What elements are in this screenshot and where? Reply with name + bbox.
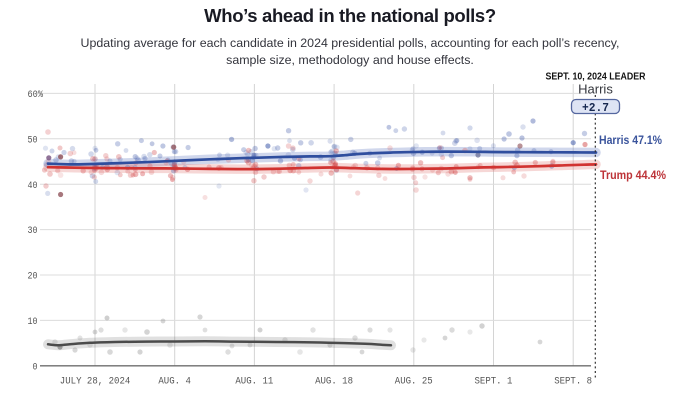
svg-text:0: 0: [33, 361, 38, 373]
svg-text:AUG. 18: AUG. 18: [315, 376, 353, 388]
svg-text:AUG. 25: AUG. 25: [395, 376, 433, 388]
svg-text:SEPT. 1: SEPT. 1: [475, 376, 513, 388]
svg-text:40: 40: [28, 180, 38, 192]
svg-text:Harris: Harris: [578, 82, 613, 97]
svg-text:10: 10: [28, 316, 38, 328]
svg-text:Harris 47.1%: Harris 47.1%: [599, 133, 662, 147]
svg-text:60%: 60%: [28, 89, 44, 101]
svg-text:SEPT. 8: SEPT. 8: [554, 376, 592, 388]
svg-text:JULY 28, 2024: JULY 28, 2024: [60, 376, 131, 388]
svg-text:AUG. 4: AUG. 4: [158, 376, 191, 388]
svg-text:AUG. 11: AUG. 11: [235, 376, 273, 388]
svg-text:+2.7: +2.7: [582, 101, 609, 115]
svg-text:SEPT. 10, 2024 LEADER: SEPT. 10, 2024 LEADER: [546, 71, 646, 83]
svg-text:Trump 44.4%: Trump 44.4%: [600, 168, 666, 182]
svg-text:30: 30: [28, 225, 38, 237]
svg-text:20: 20: [28, 271, 38, 283]
svg-text:50: 50: [28, 134, 38, 146]
